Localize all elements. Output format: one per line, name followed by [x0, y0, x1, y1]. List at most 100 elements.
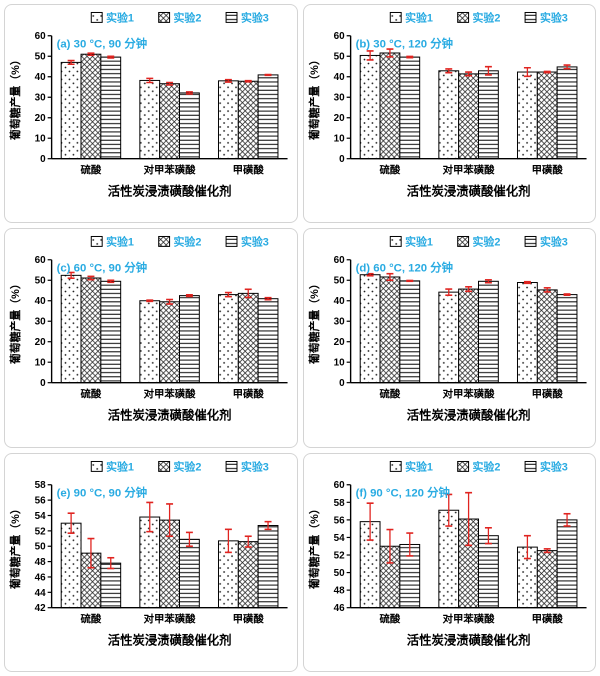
- legend-label-exp1: 实验1: [405, 10, 433, 24]
- bar: [556, 294, 577, 384]
- bar: [536, 71, 558, 160]
- bar: [398, 280, 420, 384]
- bar: [257, 74, 279, 160]
- legend-swatch-exp2: [158, 460, 171, 472]
- y-tick-label: 54: [35, 511, 47, 522]
- bar: [536, 289, 558, 384]
- legend-label-exp2: 实验2: [472, 459, 500, 473]
- panel-title: (e) 90 °C, 90 分钟: [57, 485, 148, 499]
- error-bar: [224, 292, 232, 298]
- legend-swatch-exp1: [389, 11, 402, 23]
- bar: [457, 288, 479, 384]
- legend-swatch-exp2: [456, 11, 469, 23]
- chart-panel-e: 实验1 实验2 实验3 42 44 46 48 50 52 54 56 58 硫酸 对甲苯磺酸 甲磺酸 (e)…: [4, 452, 298, 672]
- x-category-label: 甲磺酸: [233, 164, 265, 177]
- y-tick-label: 56: [333, 515, 345, 526]
- y-axis-title: 葡萄糖产量（%）: [307, 54, 321, 141]
- x-category-label: 对甲苯磺酸: [442, 612, 495, 625]
- x-axis-title: 活性炭浸渍磺酸催化剂: [406, 408, 530, 423]
- y-tick-label: 30: [333, 93, 345, 104]
- error-bar: [543, 547, 551, 553]
- bar: [237, 540, 259, 608]
- y-tick-label: 20: [333, 113, 345, 124]
- bar: [237, 80, 259, 160]
- y-tick-label: 50: [333, 52, 345, 63]
- y-tick-label: 0: [339, 378, 345, 389]
- legend-label-exp2: 实验2: [174, 10, 202, 24]
- y-tick-label: 30: [333, 317, 345, 328]
- bar: [60, 61, 82, 160]
- legend-swatch-exp1: [90, 460, 103, 472]
- legend-label-exp1: 实验1: [405, 459, 433, 473]
- y-tick-label: 44: [35, 587, 47, 598]
- legend-label-exp2: 实验2: [472, 10, 500, 24]
- error-bar: [405, 279, 413, 283]
- y-tick-label: 40: [333, 297, 345, 308]
- x-axis-title: 活性炭浸渍磺酸催化剂: [108, 408, 232, 423]
- bar: [379, 52, 400, 160]
- bar: [60, 522, 82, 608]
- error-bar: [67, 512, 75, 534]
- error-bar: [385, 273, 393, 282]
- error-bar: [543, 287, 551, 294]
- legend-swatch-exp1: [389, 236, 402, 248]
- bar: [237, 293, 259, 384]
- error-bar: [385, 48, 393, 58]
- error-bar: [543, 70, 551, 74]
- bar: [100, 281, 122, 384]
- bar: [80, 277, 102, 384]
- bar: [437, 291, 459, 384]
- legend-label-exp1: 实验1: [106, 235, 134, 249]
- error-bar: [244, 79, 252, 83]
- chart-svg-f: 实验1 实验2 实验3 46 48 50 52 54 56 58 60 硫酸 对甲苯磺酸 甲磺酸 (f) 9…: [307, 459, 587, 647]
- bar: [556, 519, 577, 608]
- panel-title: (f) 90 °C, 120 分钟: [355, 485, 449, 499]
- bar: [359, 274, 381, 384]
- y-tick-label: 50: [35, 52, 47, 63]
- x-category-label: 对甲苯磺酸: [144, 164, 197, 177]
- y-tick-label: 56: [35, 495, 47, 506]
- legend-label-exp3: 实验3: [241, 235, 269, 249]
- y-tick-label: 0: [339, 154, 345, 165]
- legend-label-exp3: 实验3: [539, 10, 567, 24]
- error-bar: [87, 52, 95, 57]
- chart-panel-b: 实验1 实验2 实验3 0 10 20 30 40 50 60 硫酸 对甲苯磺酸 甲磺酸 (b) 30 °…: [302, 4, 596, 224]
- error-bar: [464, 491, 472, 546]
- error-bar: [563, 64, 571, 70]
- bar: [477, 281, 499, 384]
- bar: [379, 276, 400, 384]
- error-bar: [146, 501, 154, 533]
- bar: [457, 73, 479, 160]
- bar: [159, 301, 180, 384]
- y-tick-label: 60: [35, 256, 47, 267]
- legend-label-exp1: 实验1: [405, 235, 433, 249]
- x-category-label: 硫酸: [379, 388, 400, 401]
- error-bar: [67, 272, 75, 280]
- bar: [516, 71, 538, 160]
- y-tick-label: 52: [35, 526, 47, 537]
- y-tick-label: 46: [35, 572, 47, 583]
- y-tick-label: 30: [35, 93, 47, 104]
- error-bar: [366, 273, 374, 277]
- y-tick-label: 10: [333, 134, 345, 145]
- legend-swatch-exp2: [158, 236, 171, 248]
- legend-label-exp1: 实验1: [106, 459, 134, 473]
- y-tick-label: 54: [333, 533, 345, 544]
- x-axis-title: 活性炭浸渍磺酸催化剂: [108, 183, 232, 198]
- x-category-label: 硫酸: [81, 388, 102, 401]
- x-category-label: 甲磺酸: [233, 612, 265, 625]
- error-bar: [366, 50, 374, 61]
- error-bar: [484, 279, 492, 284]
- error-bar: [405, 531, 413, 557]
- bar: [217, 294, 239, 384]
- chart-svg-e: 实验1 实验2 实验3 42 44 46 48 50 52 54 56 58 硫酸 对甲苯磺酸 甲磺酸 (e)…: [8, 459, 288, 647]
- y-tick-label: 52: [333, 550, 345, 561]
- legend-swatch-exp1: [389, 460, 402, 472]
- bar: [437, 70, 459, 160]
- bar: [217, 80, 239, 160]
- bar: [556, 66, 577, 160]
- y-tick-label: 0: [40, 378, 46, 389]
- y-tick-label: 60: [35, 31, 47, 42]
- chart-panel-a: 实验1 实验2 实验3 0 10 20 30 40 50 60 硫酸 对甲苯磺酸 甲磺酸 (a) 30 °…: [4, 4, 298, 224]
